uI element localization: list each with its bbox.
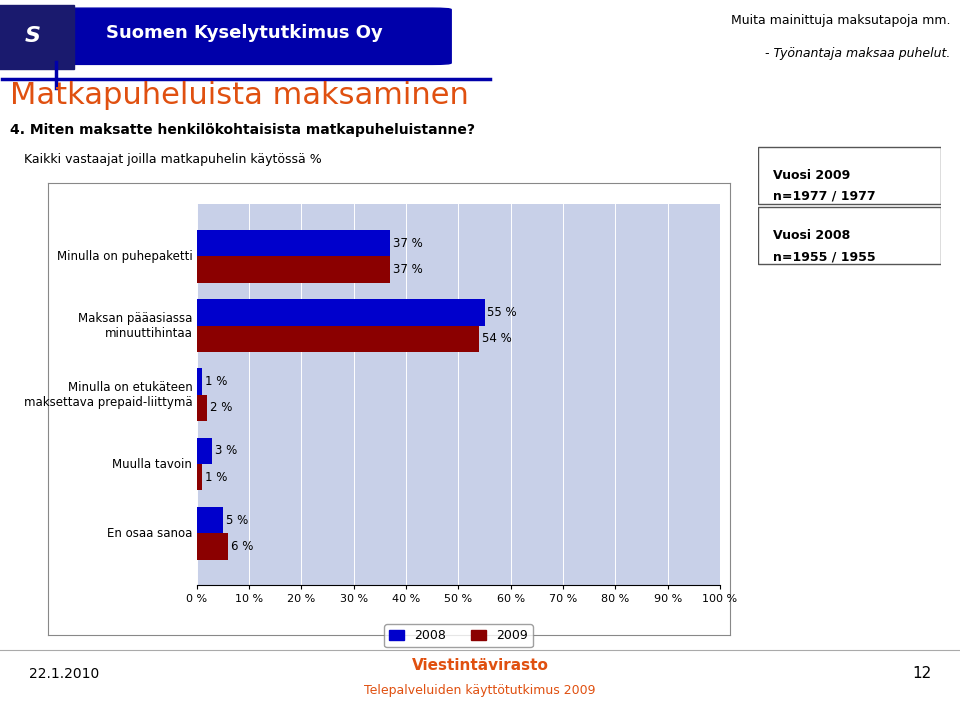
Bar xyxy=(197,230,391,257)
FancyBboxPatch shape xyxy=(34,8,451,64)
Text: 4. Miten maksatte henkilökohtaisista matkapuheluistanne?: 4. Miten maksatte henkilökohtaisista mat… xyxy=(10,123,474,137)
Bar xyxy=(197,533,228,560)
Text: 1 %: 1 % xyxy=(204,375,227,388)
FancyBboxPatch shape xyxy=(758,207,941,264)
Text: 55 %: 55 % xyxy=(487,306,516,319)
Text: 22.1.2010: 22.1.2010 xyxy=(29,667,99,681)
Text: Minulla on etukäteen
maksettava prepaid-liittymä: Minulla on etukäteen maksettava prepaid-… xyxy=(24,381,192,409)
Text: Vuosi 2009: Vuosi 2009 xyxy=(773,169,851,182)
Text: En osaa sanoa: En osaa sanoa xyxy=(107,527,192,540)
Text: Kaikki vastaajat joilla matkapuhelin käytössä %: Kaikki vastaajat joilla matkapuhelin käy… xyxy=(24,153,322,166)
Bar xyxy=(197,507,223,533)
Text: 54 %: 54 % xyxy=(482,332,512,345)
Text: 1 %: 1 % xyxy=(204,471,227,484)
Text: 37 %: 37 % xyxy=(393,237,422,250)
Text: 3 %: 3 % xyxy=(215,444,237,458)
FancyBboxPatch shape xyxy=(0,5,74,69)
Bar xyxy=(197,326,479,352)
Bar xyxy=(197,369,202,395)
Text: Minulla on puhepaketti: Minulla on puhepaketti xyxy=(57,250,192,263)
Text: 6 %: 6 % xyxy=(230,540,253,553)
Text: 2 %: 2 % xyxy=(210,401,232,415)
Text: n=1955 / 1955: n=1955 / 1955 xyxy=(773,250,876,263)
Text: Vuosi 2008: Vuosi 2008 xyxy=(773,229,851,243)
Text: Telepalveluiden käyttötutkimus 2009: Telepalveluiden käyttötutkimus 2009 xyxy=(364,685,596,697)
FancyBboxPatch shape xyxy=(758,147,941,204)
Text: Matkapuheluista maksaminen: Matkapuheluista maksaminen xyxy=(10,81,468,110)
Bar xyxy=(197,464,202,490)
Text: 37 %: 37 % xyxy=(393,263,422,276)
Text: Suomen Kyselytutkimus Oy: Suomen Kyselytutkimus Oy xyxy=(107,24,383,42)
Text: Muita mainittuja maksutapoja mm.: Muita mainittuja maksutapoja mm. xyxy=(731,14,950,27)
Text: 5 %: 5 % xyxy=(226,513,248,527)
Text: 12: 12 xyxy=(912,666,931,682)
Bar xyxy=(197,257,391,283)
Text: Maksan pääasiassa
minuuttihintaa: Maksan pääasiassa minuuttihintaa xyxy=(78,312,192,340)
Bar xyxy=(197,300,485,326)
Text: S: S xyxy=(25,25,40,46)
Bar xyxy=(197,395,207,421)
Text: n=1977 / 1977: n=1977 / 1977 xyxy=(773,190,876,203)
Text: Muulla tavoin: Muulla tavoin xyxy=(112,458,192,470)
Bar xyxy=(197,438,212,464)
Legend: 2008, 2009: 2008, 2009 xyxy=(384,625,533,647)
Text: Viestintävirasto: Viestintävirasto xyxy=(412,658,548,673)
Text: - Työnantaja maksaa puhelut.: - Työnantaja maksaa puhelut. xyxy=(765,47,950,60)
